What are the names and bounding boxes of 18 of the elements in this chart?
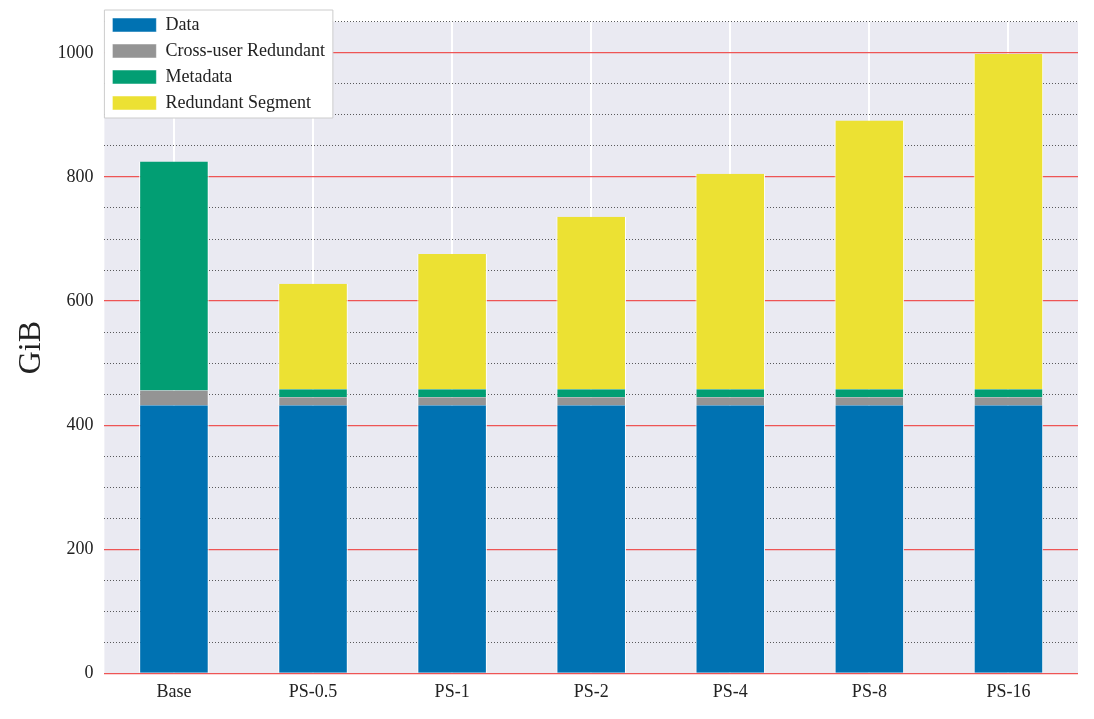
legend-label: Redundant Segment — [165, 91, 311, 112]
y-axis-title: GiB — [10, 320, 47, 375]
y-tick-label: 800 — [66, 165, 94, 186]
x-tick-label: PS-4 — [712, 680, 748, 701]
x-tick-label: PS-1 — [434, 680, 470, 701]
y-tick-label: 600 — [66, 289, 94, 310]
legend-label: Metadata — [165, 65, 233, 86]
x-tick-label: PS-16 — [986, 680, 1031, 701]
y-tick-label: 200 — [66, 538, 94, 559]
y-tick-label: 0 — [84, 662, 94, 683]
legend-label: Cross-user Redundant — [165, 39, 325, 60]
x-tick-label: PS-0.5 — [288, 680, 338, 701]
legend-label: Data — [165, 13, 200, 34]
x-tick-label: PS-2 — [573, 680, 609, 701]
y-tick-label: 1000 — [57, 41, 94, 62]
y-tick-label: 400 — [66, 413, 94, 434]
x-tick-label: Base — [156, 680, 192, 701]
x-tick-label: PS-8 — [851, 680, 887, 701]
